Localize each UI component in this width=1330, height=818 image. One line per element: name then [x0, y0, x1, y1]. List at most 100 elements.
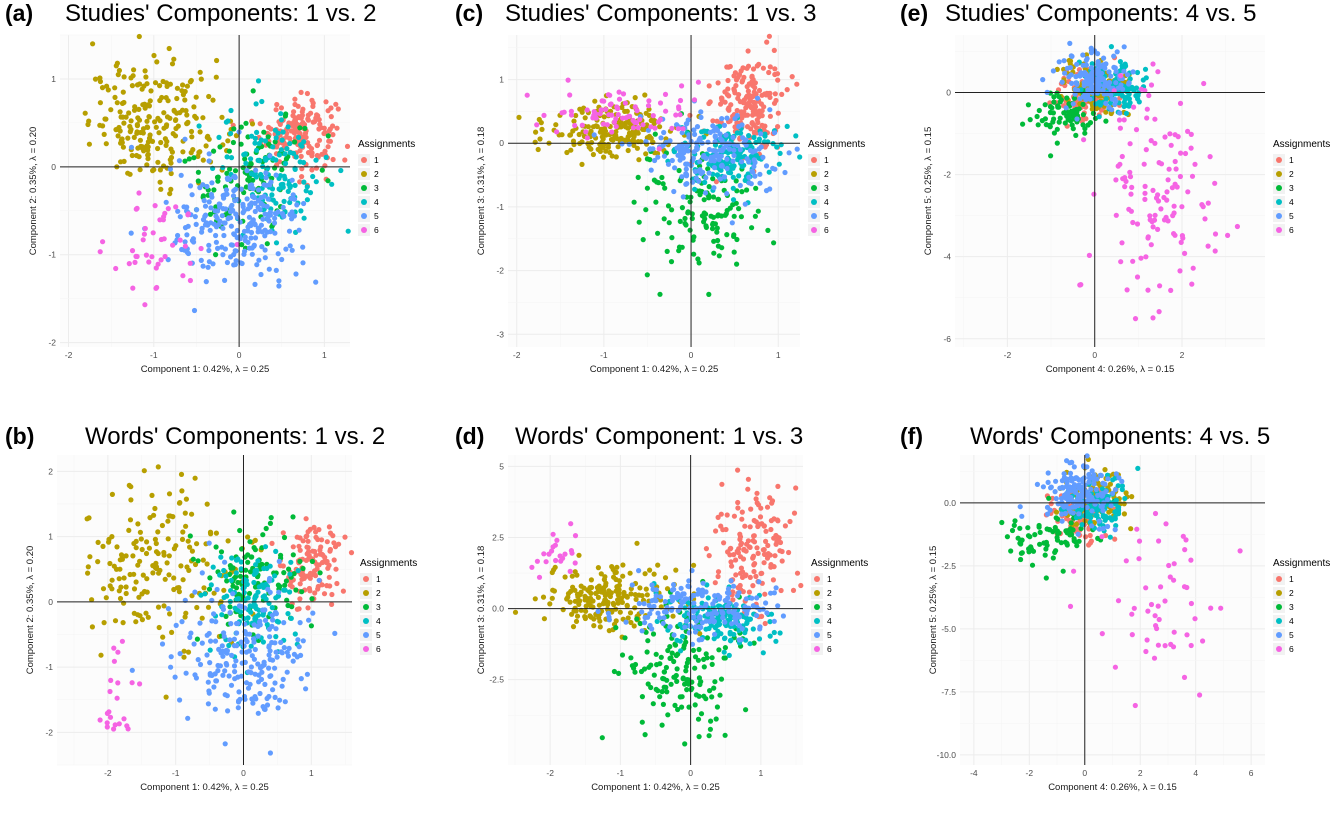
data-point-series-1	[721, 540, 726, 545]
data-point-series-5	[200, 641, 205, 646]
data-point-series-4	[736, 153, 741, 158]
data-point-series-2	[180, 149, 185, 154]
data-point-series-6	[1145, 288, 1150, 293]
data-point-series-2	[158, 140, 163, 145]
data-point-series-3	[227, 149, 232, 154]
data-point-series-1	[328, 531, 333, 536]
data-point-series-1	[299, 154, 304, 159]
data-point-series-2	[144, 551, 149, 556]
data-point-series-2	[176, 124, 181, 129]
data-point-series-4	[228, 108, 233, 113]
data-point-series-1	[741, 100, 746, 105]
data-point-series-2	[146, 114, 151, 119]
data-point-series-5	[719, 116, 724, 121]
data-point-series-5	[206, 248, 211, 253]
data-point-series-3	[696, 647, 701, 652]
data-point-series-2	[101, 586, 106, 591]
data-point-series-2	[201, 158, 206, 163]
data-point-series-2	[116, 133, 121, 138]
data-point-series-3	[1073, 133, 1078, 138]
data-point-series-3	[691, 252, 696, 257]
data-point-series-6	[1134, 127, 1139, 132]
data-point-series-5	[261, 182, 266, 187]
legend-key	[808, 154, 820, 166]
data-point-series-2	[536, 147, 541, 152]
data-point-series-1	[317, 138, 322, 143]
data-point-series-5	[722, 123, 727, 128]
data-point-series-5	[671, 587, 676, 592]
data-point-series-2	[559, 132, 564, 137]
data-point-series-4	[313, 158, 318, 163]
data-point-series-5	[1051, 68, 1056, 73]
data-point-series-6	[614, 104, 619, 109]
data-point-series-5	[671, 632, 676, 637]
data-point-series-5	[199, 258, 204, 263]
data-point-series-5	[310, 611, 315, 616]
data-point-series-4	[277, 152, 282, 157]
data-point-series-5	[201, 217, 206, 222]
data-point-series-2	[1054, 510, 1059, 515]
data-point-series-5	[236, 705, 241, 710]
data-point-series-3	[1046, 496, 1051, 501]
data-point-series-2	[553, 565, 558, 570]
data-point-series-1	[741, 75, 746, 80]
data-point-series-5	[287, 646, 292, 651]
data-point-series-2	[115, 61, 120, 66]
data-point-series-2	[128, 497, 133, 502]
data-point-series-1	[778, 540, 783, 545]
legend-label: 2	[1289, 169, 1294, 179]
data-point-series-4	[293, 183, 298, 188]
data-point-series-5	[208, 220, 213, 225]
legend-dot-icon	[363, 590, 369, 596]
data-point-series-5	[694, 176, 699, 181]
data-point-series-2	[147, 136, 152, 141]
data-point-series-1	[748, 524, 753, 529]
data-point-series-6	[1190, 174, 1195, 179]
data-point-series-3	[1051, 116, 1056, 121]
data-point-series-5	[662, 609, 667, 614]
x-tick-label: 0	[688, 768, 693, 778]
legend-dot-icon	[361, 171, 367, 177]
data-point-series-4	[225, 118, 230, 123]
data-point-series-5	[755, 96, 760, 101]
data-point-series-5	[1066, 74, 1071, 79]
data-point-series-5	[263, 170, 268, 175]
data-point-series-3	[249, 554, 254, 559]
data-point-series-3	[247, 539, 252, 544]
data-point-series-5	[253, 168, 258, 173]
data-point-series-4	[208, 648, 213, 653]
legend-item: 5	[1273, 209, 1330, 223]
legend-label: 4	[376, 616, 381, 626]
data-point-series-1	[320, 560, 325, 565]
data-point-series-5	[248, 235, 253, 240]
data-point-series-5	[1086, 80, 1091, 85]
data-point-series-4	[310, 174, 315, 179]
data-point-series-5	[1102, 62, 1107, 67]
data-point-series-2	[128, 517, 133, 522]
data-point-series-3	[690, 216, 695, 221]
data-point-series-2	[225, 138, 230, 143]
data-point-series-5	[649, 582, 654, 587]
data-point-series-1	[300, 109, 305, 114]
data-point-series-2	[141, 126, 146, 131]
legend-dot-icon	[1276, 185, 1282, 191]
data-point-series-5	[281, 205, 286, 210]
data-point-series-6	[1116, 164, 1121, 169]
data-point-series-1	[742, 524, 747, 529]
data-point-series-5	[1074, 62, 1079, 67]
data-point-series-3	[243, 121, 248, 126]
data-point-series-2	[167, 491, 172, 496]
data-point-series-2	[135, 123, 140, 128]
data-point-series-2	[144, 576, 149, 581]
legend-label: 6	[1289, 225, 1294, 235]
data-point-series-4	[346, 229, 351, 234]
data-point-series-5	[795, 147, 800, 152]
data-point-series-3	[1030, 563, 1035, 568]
legend-dot-icon	[1276, 227, 1282, 233]
data-point-series-5	[224, 187, 229, 192]
legend-item: 3	[358, 181, 415, 195]
data-point-series-5	[672, 165, 677, 170]
data-point-series-1	[304, 534, 309, 539]
